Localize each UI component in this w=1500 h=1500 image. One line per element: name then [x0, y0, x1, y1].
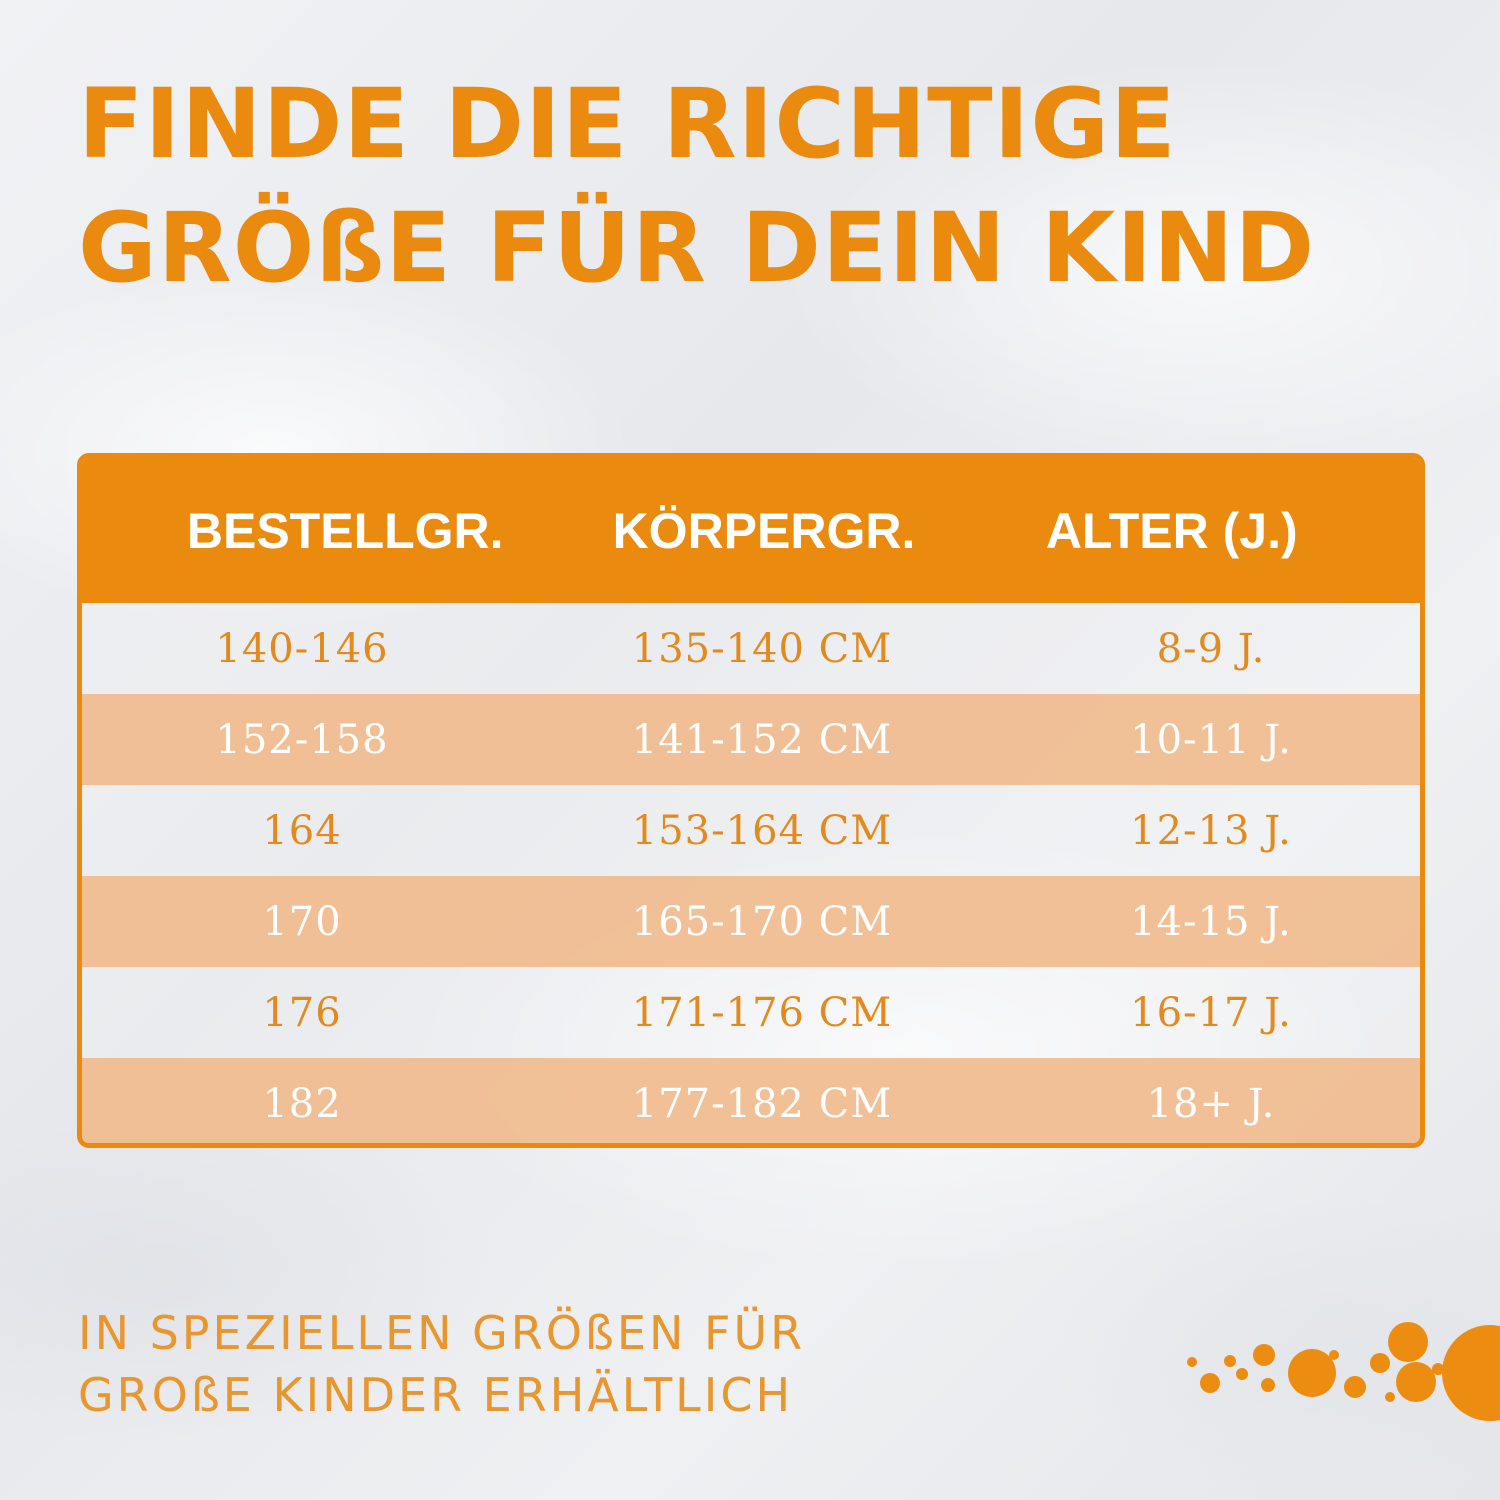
cell-age: 10-11 J.	[1130, 716, 1292, 763]
cell-age: 16-17 J.	[1130, 989, 1292, 1036]
footer-note: IN SPEZIELLEN GRÖßEN FÜR GROßE KINDER ER…	[78, 1302, 805, 1426]
cell-body-height: 165-170 CM	[631, 898, 893, 945]
table-row: 140-146 135-140 CM 8-9 J.	[82, 603, 1420, 694]
table-row: 182 177-182 CM 18+ J.	[82, 1058, 1420, 1143]
header-age: ALTER (J.)	[1045, 502, 1298, 559]
title-line-2: GRÖßE FÜR DEIN KIND	[78, 192, 1316, 304]
size-chart-table: BESTELLGR. KÖRPERGR. ALTER (J.) 140-146 …	[77, 453, 1425, 1148]
cell-age: 14-15 J.	[1130, 898, 1292, 945]
table-row: 164 153-164 CM 12-13 J.	[82, 785, 1420, 876]
orange-bubbles-decoration-icon	[1187, 1322, 1500, 1421]
cell-order-size: 140-146	[215, 625, 389, 672]
cell-age: 12-13 J.	[1130, 807, 1292, 854]
cell-order-size: 182	[262, 1080, 342, 1127]
cell-order-size: 170	[262, 898, 342, 945]
cell-body-height: 177-182 CM	[631, 1080, 893, 1127]
page-title: FINDE DIE RICHTIGE GRÖßE FÜR DEIN KIND	[78, 62, 1315, 310]
cell-age: 18+ J.	[1146, 1080, 1276, 1127]
table-row: 170 165-170 CM 14-15 J.	[82, 876, 1420, 967]
footer-line-2: GROßE KINDER ERHÄLTLICH	[78, 1368, 794, 1422]
header-order-size: BESTELLGR.	[186, 502, 504, 559]
cell-body-height: 141-152 CM	[631, 716, 893, 763]
cell-body-height: 153-164 CM	[631, 807, 893, 854]
cell-body-height: 171-176 CM	[631, 989, 893, 1036]
cell-order-size: 152-158	[215, 716, 389, 763]
title-line-1: FINDE DIE RICHTIGE	[78, 68, 1177, 180]
table-header-row: BESTELLGR. KÖRPERGR. ALTER (J.)	[82, 458, 1420, 603]
footer-line-1: IN SPEZIELLEN GRÖßEN FÜR	[78, 1306, 806, 1360]
cell-order-size: 164	[262, 807, 342, 854]
table-row: 152-158 141-152 CM 10-11 J.	[82, 694, 1420, 785]
header-body-height: KÖRPERGR.	[612, 502, 916, 559]
cell-order-size: 176	[262, 989, 342, 1036]
cell-body-height: 135-140 CM	[631, 625, 893, 672]
table-row: 176 171-176 CM 16-17 J.	[82, 967, 1420, 1058]
cell-age: 8-9 J.	[1156, 625, 1266, 672]
